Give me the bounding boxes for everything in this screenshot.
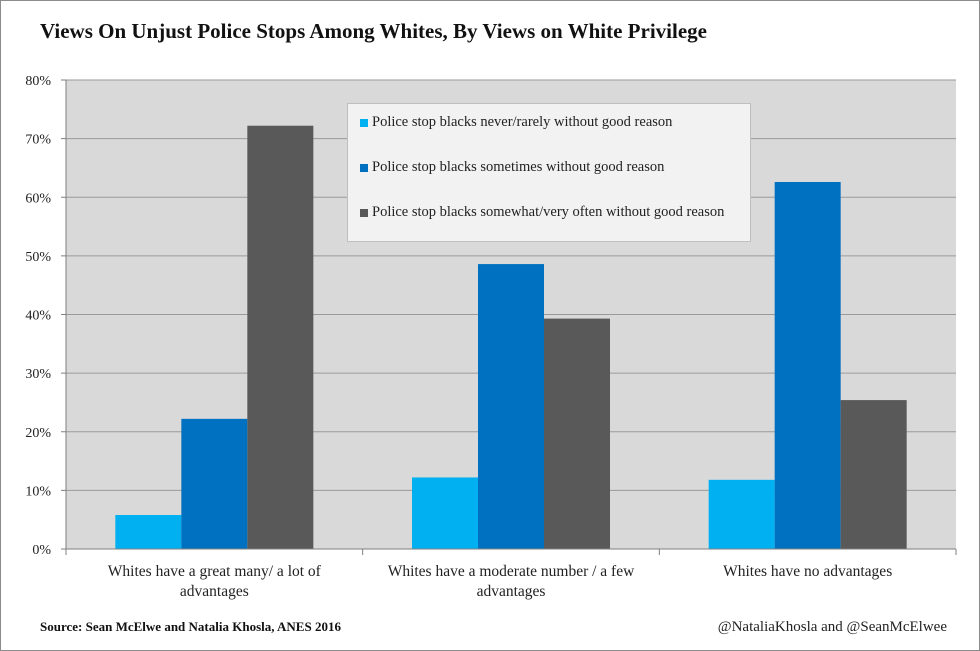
x-category-label: Whites have a great many/ a lot of bbox=[108, 563, 322, 580]
legend-swatch-often bbox=[360, 209, 368, 217]
bar-sometimes-3 bbox=[774, 182, 841, 549]
bar-never-2 bbox=[412, 477, 478, 549]
bar-never-3 bbox=[708, 479, 775, 549]
legend-item-sometimes: Police stop blacks sometimes without goo… bbox=[360, 158, 742, 177]
bar-often-3 bbox=[840, 400, 907, 549]
x-category-label: advantages bbox=[180, 583, 249, 600]
y-axis-ticks: 0% 10% 20% 30% 40% 50% 60% 70% 80% bbox=[25, 74, 956, 558]
bar-often-1 bbox=[247, 125, 314, 549]
y-tick-label: 30% bbox=[25, 367, 51, 382]
legend-swatch-never bbox=[360, 119, 368, 127]
legend-label-often: Police stop blacks somewhat/very often w… bbox=[372, 204, 725, 220]
bar-sometimes-2 bbox=[478, 264, 544, 549]
legend-swatch-sometimes bbox=[360, 164, 368, 172]
y-tick-label: 10% bbox=[25, 484, 51, 499]
x-axis-categories: Whites have a great many/ a lot of advant… bbox=[65, 549, 957, 600]
bars bbox=[115, 125, 907, 549]
y-tick-label: 60% bbox=[25, 191, 51, 206]
x-category-label: advantages bbox=[477, 583, 546, 600]
chart-title: Views On Unjust Police Stops Among White… bbox=[40, 19, 707, 43]
y-tick-label: 0% bbox=[32, 543, 51, 558]
legend-label-sometimes: Police stop blacks sometimes without goo… bbox=[372, 159, 665, 175]
x-category-label: Whites have a moderate number / a few bbox=[388, 563, 635, 580]
bar-sometimes-1 bbox=[181, 418, 248, 549]
y-tick-label: 70% bbox=[25, 133, 51, 148]
source-note: Source: Sean McElwe and Natalia Khosla, … bbox=[40, 619, 341, 634]
y-tick-label: 20% bbox=[25, 426, 51, 441]
legend-label-never: Police stop blacks never/rarely without … bbox=[372, 114, 673, 130]
legend-item-often: Police stop blacks somewhat/very often w… bbox=[360, 203, 742, 222]
credit-note: @NataliaKhosla and @SeanMcElwee bbox=[717, 619, 947, 635]
y-tick-label: 50% bbox=[25, 250, 51, 265]
y-tick-label: 40% bbox=[25, 309, 51, 324]
legend: Police stop blacks never/rarely without … bbox=[347, 103, 751, 242]
bar-never-1 bbox=[115, 514, 182, 549]
x-category-label: Whites have no advantages bbox=[723, 563, 892, 580]
bar-often-2 bbox=[544, 318, 610, 549]
legend-item-never: Police stop blacks never/rarely without … bbox=[360, 113, 742, 132]
y-tick-label: 80% bbox=[25, 74, 51, 89]
